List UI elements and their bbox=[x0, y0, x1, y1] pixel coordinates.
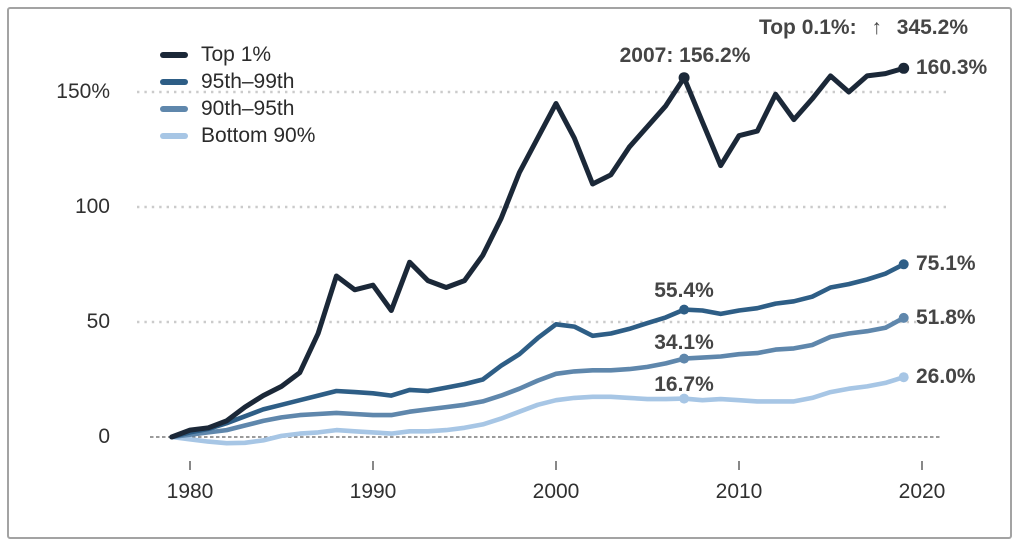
y-axis-label-100: 100 bbox=[74, 195, 110, 218]
legend: Top 1% 95th–99th 90th–95th Bottom 90% bbox=[160, 41, 315, 149]
legend-label: 90th–95th bbox=[201, 96, 295, 120]
annotation-top-0-1-prefix: Top 0.1%: bbox=[758, 16, 857, 39]
mid-label-90th-95th: 34.1% bbox=[654, 331, 714, 354]
annotation-2007-peak: 2007: 156.2% bbox=[619, 44, 751, 67]
marker-2019-90th-95th bbox=[898, 312, 909, 323]
end-label-90th-95th: 51.8% bbox=[916, 306, 976, 329]
legend-swatch-top-1 bbox=[160, 51, 188, 58]
x-axis-label-2020: 2020 bbox=[898, 480, 946, 503]
legend-label: Bottom 90% bbox=[201, 123, 316, 147]
series-line-top-1 bbox=[169, 65, 907, 440]
end-label-95th-99th: 75.1% bbox=[916, 252, 976, 275]
y-axis-label-150: 150% bbox=[56, 80, 110, 103]
legend-swatch-bottom-90 bbox=[160, 132, 188, 139]
series-line-90th-95th bbox=[169, 315, 907, 440]
y-axis-label-0: 0 bbox=[98, 425, 110, 448]
mid-label-95th-99th: 55.4% bbox=[654, 279, 714, 302]
marker-2007-90th-95th bbox=[679, 353, 690, 364]
x-axis-label-1990: 1990 bbox=[349, 480, 397, 503]
legend-item-90th-95th: 90th–95th bbox=[160, 95, 315, 122]
legend-item-top-1: Top 1% bbox=[160, 41, 315, 68]
end-label-bottom-90: 26.0% bbox=[916, 365, 976, 388]
y-axis-label-50: 50 bbox=[86, 310, 110, 333]
legend-label: 95th–99th bbox=[201, 69, 295, 93]
annotation-top-0-1-value: 345.2% bbox=[896, 16, 968, 39]
mid-label-bottom-90: 16.7% bbox=[654, 373, 714, 396]
x-axis-label-1980: 1980 bbox=[166, 480, 214, 503]
marker-2019-top-1 bbox=[898, 62, 910, 74]
marker-2007-bottom-90 bbox=[679, 393, 690, 404]
marker-2007-95th-99th bbox=[679, 304, 690, 315]
legend-swatch-95th-99th bbox=[160, 78, 188, 85]
chart-border bbox=[7, 7, 1012, 539]
series-line-bottom-90 bbox=[169, 374, 907, 446]
series-line-95th-99th bbox=[169, 261, 907, 440]
x-axis-label-2000: 2000 bbox=[532, 480, 580, 503]
end-label-top-1: 160.3% bbox=[916, 56, 988, 79]
x-axis-label-2010: 2010 bbox=[715, 480, 763, 503]
legend-item-bottom-90: Bottom 90% bbox=[160, 122, 315, 149]
legend-item-95th-99th: 95th–99th bbox=[160, 68, 315, 95]
marker-2007-top-1 bbox=[678, 72, 690, 84]
legend-swatch-90th-95th bbox=[160, 105, 188, 112]
marker-2019-bottom-90 bbox=[898, 372, 909, 383]
annotation-top-0-1-percent: Top 0.1%: ↑ 345.2% bbox=[700, 17, 968, 39]
up-arrow-icon: ↑ bbox=[871, 16, 882, 39]
legend-label: Top 1% bbox=[201, 42, 272, 66]
marker-2019-95th-99th bbox=[898, 259, 909, 270]
